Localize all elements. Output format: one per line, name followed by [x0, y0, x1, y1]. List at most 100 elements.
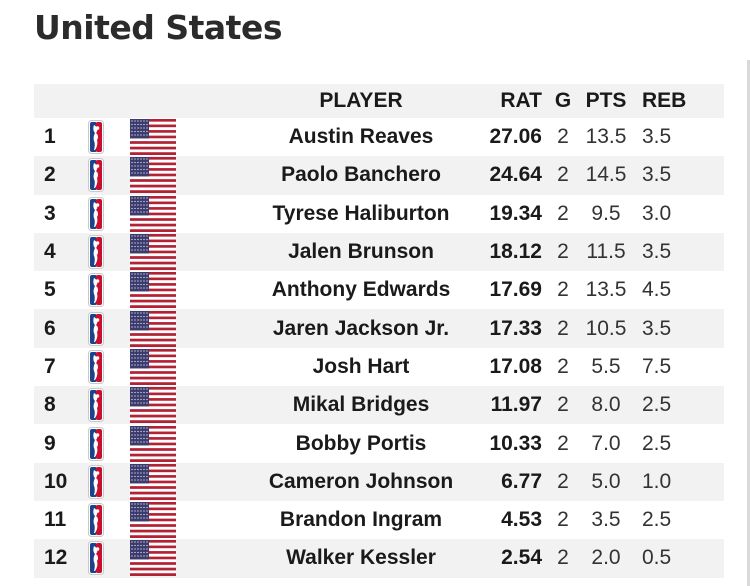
header-rat[interactable]: RAT — [500, 89, 542, 112]
table-row[interactable]: 9 Bobby Portis 10.33 2 7.0 2.5 — [34, 424, 724, 462]
nba-logo-icon — [88, 158, 104, 193]
league-cell — [80, 309, 130, 347]
table-row[interactable]: 5 Anthony Edwards 17.69 2 13.5 4.5 — [34, 271, 724, 309]
header-rank — [34, 84, 80, 118]
us-flag-icon — [130, 272, 176, 309]
rating-cell: 2.54 — [501, 546, 542, 570]
nba-logo-icon — [88, 541, 104, 576]
player-name[interactable]: Mikal Bridges — [292, 393, 430, 417]
player-name[interactable]: Josh Hart — [312, 354, 410, 378]
player-name[interactable]: Bobby Portis — [295, 431, 427, 455]
panel-border — [747, 60, 750, 586]
league-cell — [80, 539, 130, 577]
rank-cell: 12 — [44, 546, 68, 570]
table-row[interactable]: 10 Cameron Johnson 6.77 2 5.0 1.0 — [34, 462, 724, 501]
player-name[interactable]: Austin Reaves — [288, 125, 434, 149]
rebounds-cell: 3.0 — [642, 201, 672, 225]
rating-cell: 27.06 — [489, 125, 542, 149]
us-flag-icon — [130, 310, 176, 347]
games-cell: 2 — [557, 163, 569, 187]
table-row[interactable]: 6 Jaren Jackson Jr. 17.33 2 10.5 3.5 — [34, 309, 724, 348]
points-cell: 13.5 — [585, 278, 627, 302]
rank-cell: 9 — [44, 431, 56, 455]
us-flag-icon — [130, 463, 176, 500]
games-cell: 2 — [557, 393, 569, 417]
nba-logo-icon — [88, 196, 104, 231]
rank-cell: 3 — [44, 201, 56, 225]
country-cell — [130, 233, 196, 271]
nba-logo-icon — [88, 311, 104, 346]
rank-cell: 5 — [44, 278, 56, 302]
points-cell: 8.0 — [591, 393, 621, 417]
player-name[interactable]: Brandon Ingram — [279, 508, 443, 532]
rating-cell: 6.77 — [501, 469, 542, 493]
points-cell: 5.0 — [591, 469, 621, 493]
header-player[interactable]: PLAYER — [319, 89, 403, 112]
rating-cell: 11.97 — [490, 393, 542, 417]
table-row[interactable]: 2 Paolo Banchero 24.64 2 14.5 3.5 — [34, 156, 724, 195]
player-name[interactable]: Jalen Brunson — [288, 240, 434, 264]
points-cell: 10.5 — [585, 316, 627, 340]
table-row[interactable]: 4 Jalen Brunson 18.12 2 11.5 3.5 — [34, 232, 724, 272]
page-title: United States — [34, 8, 282, 47]
player-name[interactable]: Walker Kessler — [286, 546, 436, 570]
nba-logo-icon — [88, 120, 104, 155]
points-cell: 7.0 — [591, 431, 621, 455]
country-cell — [130, 271, 196, 309]
country-cell — [130, 309, 196, 347]
rebounds-cell: 2.5 — [642, 508, 672, 532]
player-name[interactable]: Tyrese Haliburton — [272, 201, 450, 225]
country-cell — [130, 195, 196, 233]
header-reb[interactable]: REB — [642, 89, 687, 112]
table-row[interactable]: 1 Austin Reaves 27.06 2 13.5 3.5 — [34, 118, 724, 156]
nba-logo-icon — [88, 426, 104, 461]
country-cell — [130, 348, 196, 386]
rebounds-cell: 3.5 — [642, 163, 672, 187]
player-name[interactable]: Anthony Edwards — [271, 278, 451, 302]
table-row[interactable]: 8 Mikal Bridges 11.97 2 8.0 2.5 — [34, 386, 724, 425]
country-cell — [130, 386, 196, 424]
header-pts[interactable]: PTS — [585, 89, 627, 112]
points-cell: 9.5 — [591, 201, 621, 225]
rank-cell: 6 — [44, 316, 56, 340]
rank-cell: 4 — [44, 240, 56, 264]
country-cell — [130, 539, 196, 577]
rebounds-cell: 7.5 — [642, 354, 672, 378]
league-cell — [80, 386, 130, 424]
rebounds-cell: 1.0 — [642, 469, 672, 493]
header-country — [130, 84, 196, 118]
stats-table: PLAYER RAT G PTS REB 1 Austin Reaves 27.06… — [34, 84, 724, 578]
us-flag-icon — [130, 195, 176, 232]
rating-cell: 19.34 — [489, 201, 542, 225]
player-name[interactable]: Paolo Banchero — [281, 163, 441, 187]
us-flag-icon — [130, 119, 176, 156]
league-cell — [80, 501, 130, 539]
league-cell — [80, 348, 130, 386]
player-name[interactable]: Jaren Jackson Jr. — [272, 316, 450, 340]
country-cell — [130, 118, 196, 156]
us-flag-icon — [130, 387, 176, 424]
league-cell — [80, 424, 130, 462]
table-row[interactable]: 3 Tyrese Haliburton 19.34 2 9.5 3.0 — [34, 195, 724, 233]
us-flag-icon — [130, 425, 176, 462]
player-name[interactable]: Cameron Johnson — [268, 469, 454, 493]
table-row[interactable]: 7 Josh Hart 17.08 2 5.5 7.5 — [34, 348, 724, 386]
games-cell: 2 — [557, 278, 569, 302]
points-cell: 3.5 — [591, 508, 621, 532]
header-row: PLAYER RAT G PTS REB — [34, 84, 724, 118]
us-flag-icon — [130, 540, 176, 577]
table-row[interactable]: 12 Walker Kessler 2.54 2 2.0 0.5 — [34, 539, 724, 578]
games-cell: 2 — [557, 469, 569, 493]
table-row[interactable]: 11 Brandon Ingram 4.53 2 3.5 2.5 — [34, 501, 724, 539]
games-cell: 2 — [557, 201, 569, 225]
nba-logo-icon — [88, 388, 104, 423]
rebounds-cell: 2.5 — [642, 431, 672, 455]
rebounds-cell: 4.5 — [642, 278, 672, 302]
points-cell: 11.5 — [586, 240, 626, 264]
rating-cell: 17.33 — [489, 316, 542, 340]
rating-cell: 18.12 — [489, 240, 542, 264]
league-cell — [80, 195, 130, 233]
nba-logo-icon — [88, 349, 104, 384]
points-cell: 13.5 — [585, 125, 627, 149]
header-g[interactable]: G — [554, 89, 572, 112]
